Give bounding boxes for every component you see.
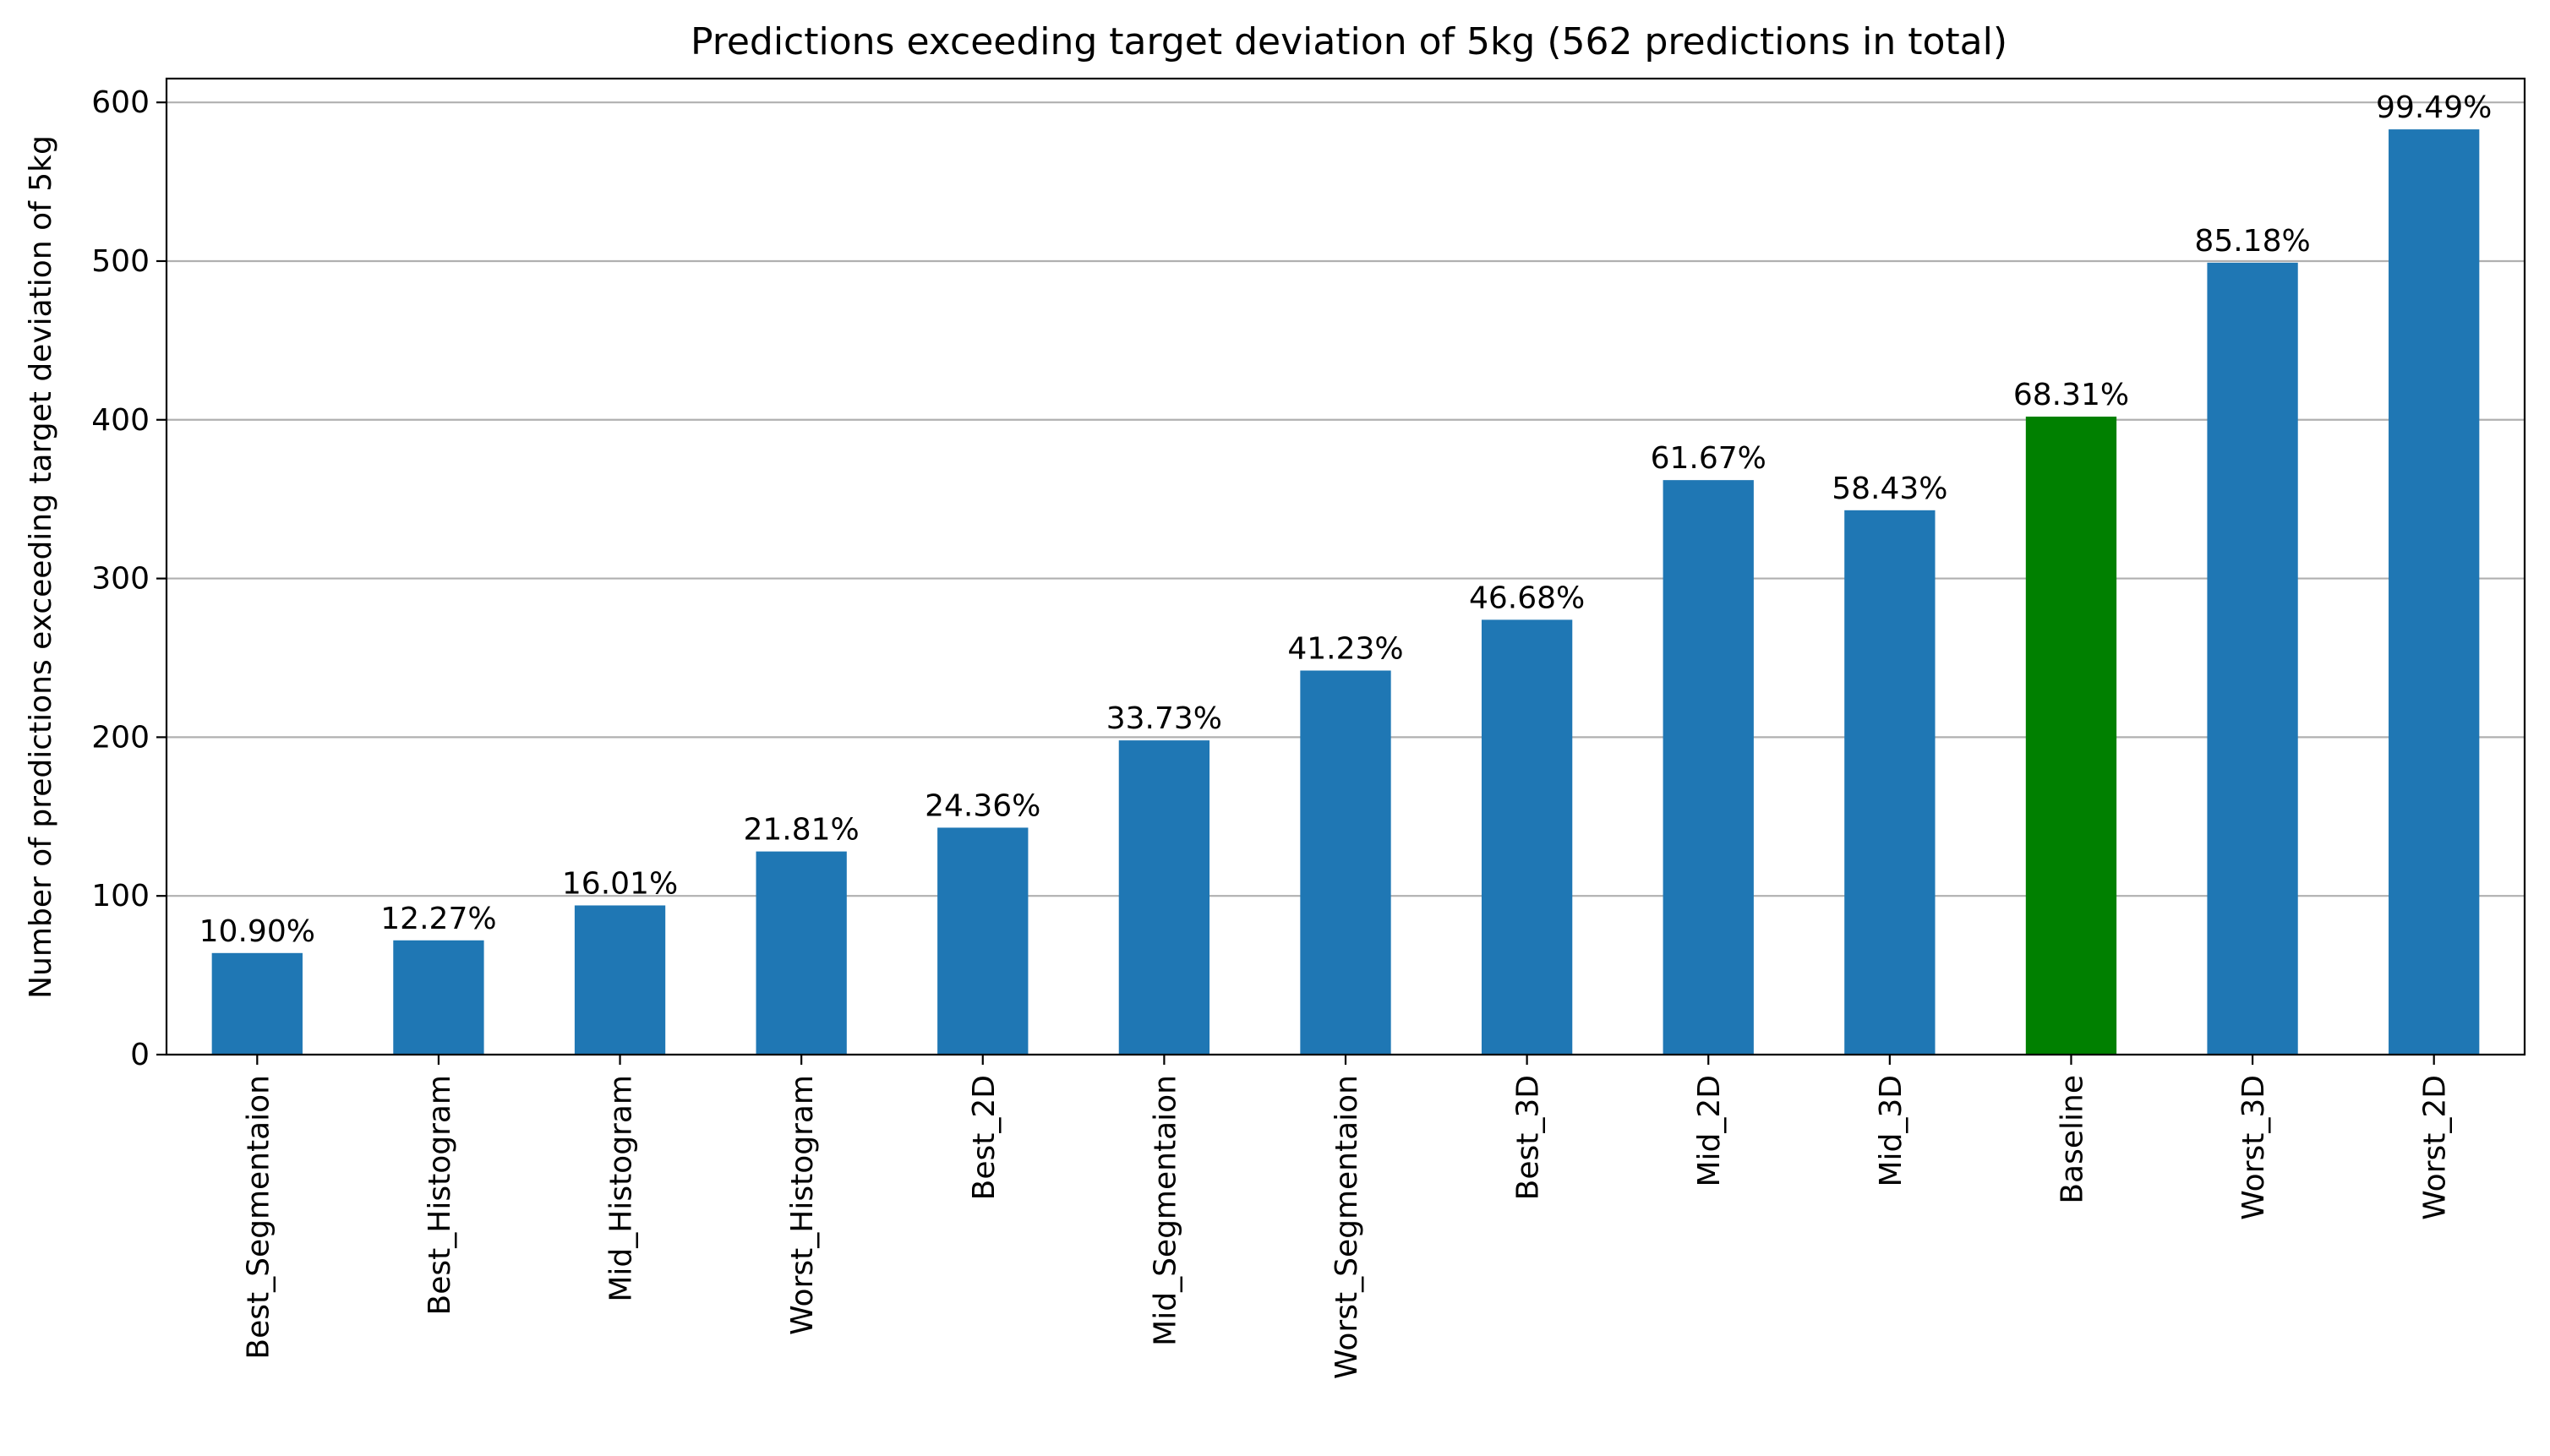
bar-data-label: 68.31% [2013, 378, 2129, 412]
x-tick-label: Best_2D [967, 1075, 1002, 1200]
bar [1118, 740, 1210, 1055]
x-tick-label: Worst_Histogram [785, 1075, 820, 1335]
bar [2389, 129, 2480, 1055]
x-tick-label: Worst_3D [2236, 1075, 2271, 1220]
bar-data-label: 46.68% [1469, 581, 1585, 615]
bar [937, 827, 1029, 1055]
bar [574, 905, 666, 1055]
bar-data-label: 16.01% [562, 866, 678, 901]
y-tick-label: 100 [91, 879, 150, 913]
y-axis-label: Number of predictions exceeding target d… [24, 135, 58, 999]
chart-title: Predictions exceeding target deviation o… [691, 20, 2007, 63]
data-labels: 10.90% 12.27% 16.01% 21.81% 24.36% 33.73% 41.2… [199, 90, 2493, 949]
bar-data-label: 21.81% [744, 813, 860, 848]
x-tick-label: Best_Segmentaion [241, 1075, 276, 1360]
bar [1300, 670, 1391, 1055]
x-tick-label: Best_Histogram [423, 1075, 457, 1315]
y-tick-label: 500 [91, 244, 150, 279]
bars [211, 129, 2480, 1055]
x-tick-label: Mid_2D [1692, 1075, 1727, 1187]
bar-data-label: 41.23% [1287, 632, 1403, 667]
x-tick-label: Mid_Segmentaion [1148, 1075, 1182, 1346]
bar [211, 952, 303, 1055]
y-tick-label: 200 [91, 720, 150, 755]
bar-data-label: 24.36% [925, 788, 1040, 823]
bar [1481, 619, 1573, 1055]
bar [1844, 510, 1936, 1055]
y-tick-label: 300 [91, 562, 150, 597]
x-tick-label: Best_3D [1511, 1075, 1546, 1200]
x-tick-label: Baseline [2055, 1075, 2089, 1204]
axes: 0 100 200 300 400 500 600 Best_Segmentaion Best_… [91, 77, 2526, 1379]
bar-data-label: 99.49% [2376, 90, 2492, 125]
bar [756, 851, 847, 1055]
x-tick-label: Mid_3D [1874, 1075, 1908, 1187]
x-tick-label: Worst_2D [2418, 1075, 2453, 1220]
plot-frame [165, 77, 2526, 1056]
y-tick-label: 0 [130, 1038, 150, 1072]
bar-data-label: 33.73% [1106, 701, 1222, 736]
x-tick-label: Mid_Histogram [604, 1075, 639, 1302]
bar-data-label: 58.43% [1832, 472, 1947, 506]
bar [393, 940, 484, 1055]
bar [2207, 262, 2298, 1055]
bar-data-label: 61.67% [1651, 441, 1766, 476]
bar-data-label: 10.90% [199, 914, 315, 949]
bar-data-label: 85.18% [2194, 224, 2310, 259]
bar [1663, 480, 1754, 1055]
bar [2025, 417, 2117, 1055]
bar-data-label: 12.27% [380, 902, 496, 936]
y-tick-label: 400 [91, 403, 150, 438]
y-tick-label: 600 [91, 85, 150, 120]
x-tick-label: Worst_Segmentaion [1330, 1075, 1364, 1379]
